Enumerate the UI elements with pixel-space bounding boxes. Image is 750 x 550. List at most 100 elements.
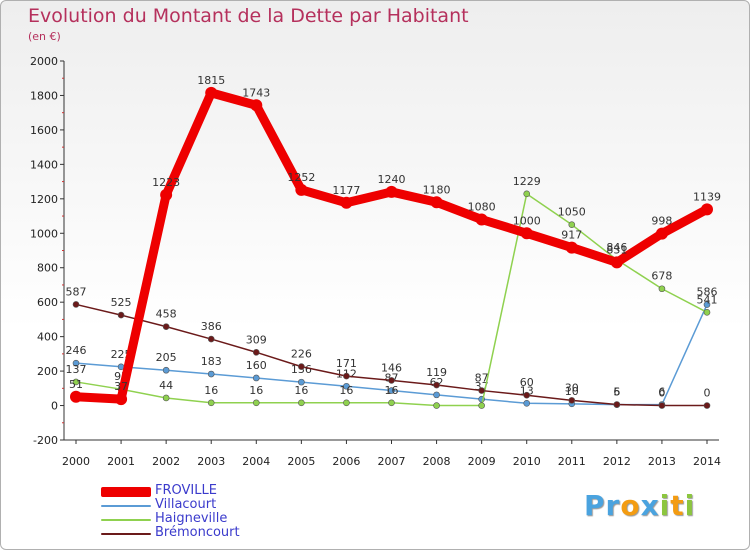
data-point-froville [385,185,398,198]
x-tick-label: 2006 [332,455,360,468]
legend-label: Brémoncourt [155,525,240,540]
data-label-haigneville: 44 [159,379,173,392]
data-point-villacourt [433,391,440,399]
data-point-froville [250,99,263,112]
data-point-br-moncourt [298,363,305,370]
data-point-villacourt [162,366,170,374]
data-point-br-moncourt [162,323,170,330]
x-tick-label: 2004 [242,455,270,468]
data-label-froville: 1252 [287,171,315,184]
legend-label: FROVILLE [155,483,217,498]
y-tick-label: 800 [37,262,58,275]
data-label-haigneville: 16 [249,384,263,397]
legend-swatch [101,487,151,497]
data-point-froville [565,241,578,254]
data-label-froville: 51 [69,378,83,391]
data-point-villacourt [298,378,305,386]
data-label-br-moncourt: 587 [66,285,87,298]
data-point-villacourt [252,374,260,382]
data-point-br-moncourt [433,381,440,389]
data-label-br-moncourt: 226 [291,348,312,361]
logo-letter: o [620,489,641,522]
data-label-froville: 1240 [378,173,406,186]
x-tick-label: 2000 [62,455,90,468]
line-chart: -200020040060080010001200140016001800200… [30,55,721,468]
data-label-br-moncourt: 30 [565,381,579,394]
data-label-br-moncourt: 458 [156,308,177,321]
logo-letter: r [605,489,621,522]
data-point-haigneville [658,285,666,293]
data-label-br-moncourt: 525 [111,296,132,309]
data-point-froville [610,256,623,269]
y-tick-label: 1200 [30,193,58,206]
x-tick-label: 2002 [152,455,180,468]
logo-letter: P [584,489,606,522]
data-point-villacourt [207,370,215,378]
data-label-villacourt: 13 [520,384,534,397]
x-tick-label: 2012 [603,455,631,468]
data-label-villacourt: 586 [697,286,718,299]
data-point-froville [655,227,668,240]
data-point-froville [340,196,353,209]
data-point-br-moncourt [207,335,215,343]
y-tick-label: 1600 [30,124,58,137]
data-label-villacourt: 10 [565,385,579,398]
data-label-haigneville: 541 [697,293,718,306]
data-label-villacourt: 6 [658,386,665,399]
data-label-froville: 1815 [197,74,225,87]
data-label-haigneville: 16 [294,384,308,397]
data-label-br-moncourt: 146 [381,361,402,374]
data-label-haigneville: 846 [606,241,627,254]
data-label-haigneville: 137 [66,363,87,376]
data-label-froville: 1000 [513,214,541,227]
data-point-br-moncourt [613,401,621,408]
data-point-haigneville [343,399,350,407]
data-label-froville: 917 [561,229,582,242]
data-point-br-moncourt [343,372,350,380]
logo-letter: i [659,489,671,522]
data-point-froville [701,203,713,216]
x-tick-label: 2010 [513,455,541,468]
y-tick-label: 200 [37,365,58,378]
data-label-villacourt: 160 [246,359,267,372]
chart-title: Evolution du Montant de la Dette par Hab… [28,5,469,27]
data-label-br-moncourt: 309 [246,333,267,346]
data-point-froville [430,196,443,209]
data-point-haigneville [433,402,440,409]
data-label-villacourt: 183 [201,355,222,368]
logo-letter: i [684,489,696,522]
x-tick-label: 2001 [107,455,135,468]
data-label-haigneville: 678 [651,270,672,283]
y-tick-label: 1800 [30,89,58,102]
data-point-villacourt [388,387,395,394]
data-label-froville: 1180 [423,183,451,196]
data-point-haigneville [162,394,170,402]
data-point-haigneville [252,399,260,407]
data-point-br-moncourt [72,301,80,308]
data-point-villacourt [523,400,531,407]
data-label-froville: 1080 [468,200,496,213]
data-point-haigneville [568,221,576,228]
data-label-villacourt: 5 [613,386,620,399]
data-point-villacourt [72,359,80,367]
data-point-haigneville [478,402,485,409]
data-label-haigneville: 1050 [558,206,586,219]
data-label-br-moncourt: 171 [336,357,357,370]
data-label-froville: 831 [606,243,627,256]
data-label-br-moncourt: 119 [426,366,447,379]
data-point-haigneville [388,399,395,407]
y-tick-label: 0 [51,400,58,413]
data-label-haigneville: 1229 [513,175,541,188]
x-tick-label: 2005 [287,455,315,468]
data-point-froville [115,393,128,406]
data-point-haigneville [207,399,215,407]
legend-swatch [101,519,151,521]
data-point-villacourt [343,382,350,390]
legend-swatch [101,505,151,507]
data-point-br-moncourt [117,311,125,319]
data-point-froville [475,213,488,226]
x-tick-label: 2003 [197,455,225,468]
y-tick-label: 600 [37,296,58,309]
x-tick-label: 2008 [423,455,451,468]
